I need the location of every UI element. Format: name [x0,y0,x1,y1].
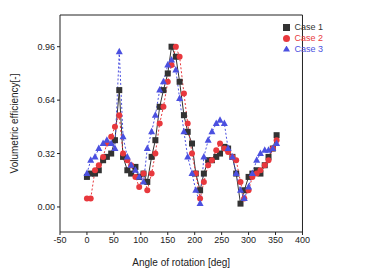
svg-text:150: 150 [160,235,175,245]
svg-text:-50: -50 [53,235,66,245]
svg-text:100: 100 [133,235,148,245]
svg-text:400: 400 [295,235,310,245]
svg-text:300: 300 [241,235,256,245]
svg-text:50: 50 [109,235,119,245]
svg-text:0.32: 0.32 [37,149,55,159]
svg-text:Angle of rotation [deg]: Angle of rotation [deg] [132,257,230,268]
svg-text:350: 350 [268,235,283,245]
svg-text:0: 0 [84,235,89,245]
svg-text:0.00: 0.00 [37,202,55,212]
svg-text:Volumetric efficiency[-]: Volumetric efficiency[-] [9,73,20,173]
svg-text:0.64: 0.64 [37,95,55,105]
html-text:Case 1: Case 1 [294,22,323,32]
svg-text:200: 200 [187,235,202,245]
svg-text:250: 250 [214,235,229,245]
html-text:Case 2: Case 2 [294,33,323,43]
html-text:Case 3: Case 3 [294,44,323,54]
svg-text:0.96: 0.96 [37,42,55,52]
